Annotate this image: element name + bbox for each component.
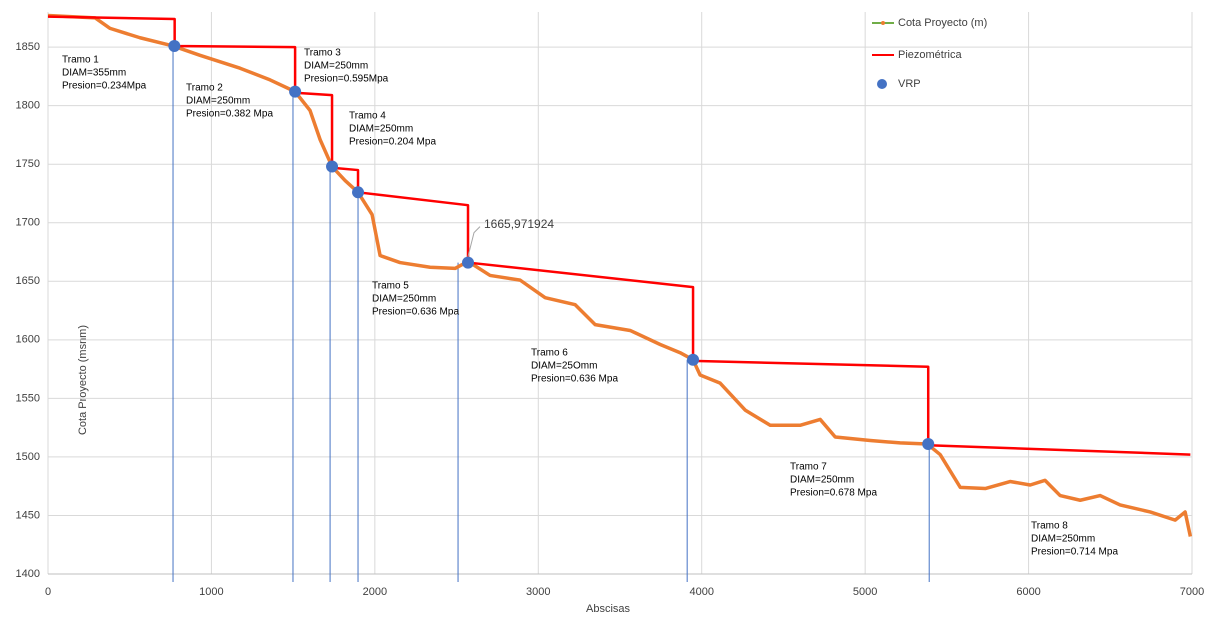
x-tick-label: 5000 — [853, 586, 877, 598]
annotation: DIAM=25Omm — [531, 361, 597, 372]
annotation: Tramo 6 — [531, 348, 568, 359]
legend-marker — [877, 79, 887, 89]
x-tick-label: 1000 — [199, 586, 223, 598]
vrp-point — [922, 438, 935, 451]
data-label: 1665,971924 — [484, 217, 554, 231]
annotation: Presion=0.595Mpa — [304, 74, 389, 85]
annotation: DIAM=250mm — [1031, 534, 1095, 545]
vrp-point — [168, 39, 181, 52]
x-tick-label: 7000 — [1180, 586, 1204, 598]
series-line — [47, 13, 1193, 537]
vrp-point — [462, 256, 475, 269]
series-line — [47, 15, 1191, 456]
annotation: Presion=0.636 Mpa — [372, 307, 459, 318]
annotation: Tramo 4 — [349, 111, 386, 122]
y-tick-label: 1700 — [16, 217, 40, 229]
vrp-point — [289, 85, 302, 98]
y-tick-label: 1800 — [16, 100, 40, 112]
annotation: Tramo 2 — [186, 83, 223, 94]
annotation: DIAM=250mm — [349, 124, 413, 135]
y-tick-label: 1850 — [16, 41, 40, 53]
x-tick-label: 2000 — [363, 586, 387, 598]
vrp-point — [326, 160, 339, 173]
x-tick-label: 6000 — [1016, 586, 1040, 598]
legend-label: Piezométrica — [898, 49, 962, 61]
legend-label: Cota Proyecto (m) — [898, 17, 987, 29]
annotation: Presion=0.204 Mpa — [349, 137, 436, 148]
annotation: DIAM=355mm — [62, 68, 126, 79]
vrp-point — [687, 353, 700, 366]
annotation: Presion=0.382 Mpa — [186, 109, 273, 120]
annotation: DIAM=250mm — [372, 294, 436, 305]
annotation: Presion=0.636 Mpa — [531, 374, 618, 385]
x-tick-label: 4000 — [689, 586, 713, 598]
y-tick-label: 1550 — [16, 392, 40, 404]
legend-label: VRP — [898, 78, 921, 90]
annotation: Presion=0.234Mpa — [62, 81, 147, 92]
annotation: Tramo 7 — [790, 462, 827, 473]
y-tick-label: 1400 — [16, 568, 40, 580]
y-axis-label: Cota Proyecto (msnm) — [77, 325, 89, 435]
annotation: Tramo 1 — [62, 55, 99, 66]
y-tick-label: 1450 — [16, 509, 40, 521]
annotation: DIAM=250mm — [790, 475, 854, 486]
y-tick-label: 1600 — [16, 334, 40, 346]
y-tick-label: 1650 — [16, 275, 40, 287]
y-tick-label: 1500 — [16, 451, 40, 463]
x-tick-label: 3000 — [526, 586, 550, 598]
annotation: Tramo 8 — [1031, 521, 1068, 532]
legend-marker — [881, 21, 885, 25]
annotation: Tramo 5 — [372, 281, 409, 292]
vrp-point — [352, 186, 365, 199]
label-leader — [467, 226, 481, 257]
x-tick-label: 0 — [45, 586, 51, 598]
annotation: Tramo 3 — [304, 48, 341, 59]
y-tick-label: 1750 — [16, 158, 40, 170]
annotation: Presion=0.714 Mpa — [1031, 547, 1118, 558]
x-axis-label: Abscisas — [586, 603, 631, 615]
annotation: Presion=0.678 Mpa — [790, 488, 877, 499]
annotation: DIAM=250mm — [304, 61, 368, 72]
annotation: DIAM=250mm — [186, 96, 250, 107]
